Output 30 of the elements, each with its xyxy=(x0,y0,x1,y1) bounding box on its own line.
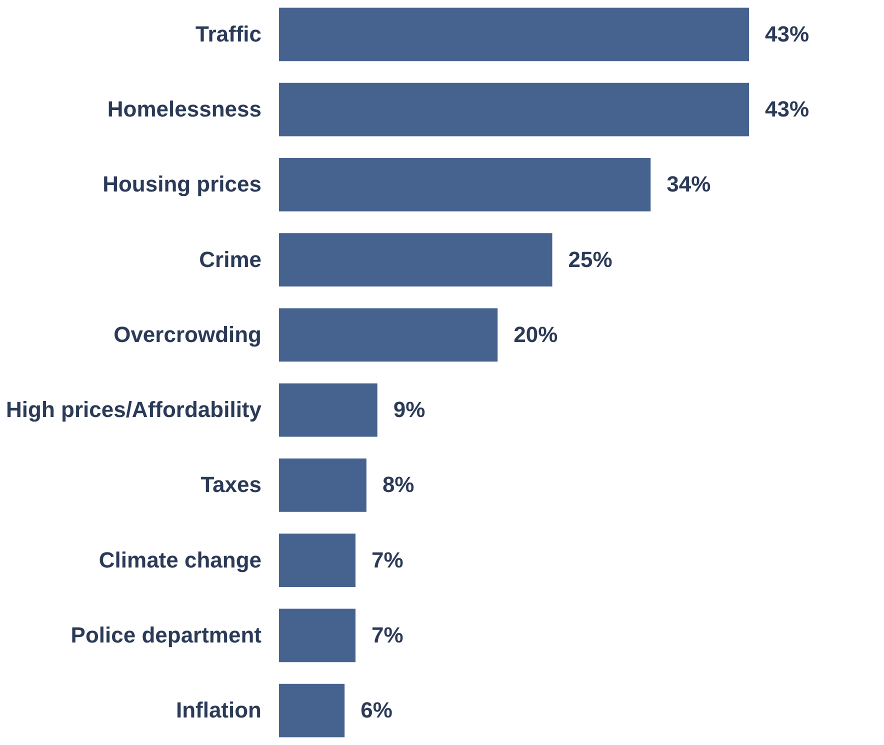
bar xyxy=(279,684,345,738)
data-label: 6% xyxy=(360,698,392,723)
y-tick-label: Taxes xyxy=(200,472,262,498)
data-label: 34% xyxy=(666,172,711,197)
bar xyxy=(279,534,356,587)
data-label: 43% xyxy=(765,96,810,122)
y-tick-label: High prices/Affordability xyxy=(6,397,262,422)
bar xyxy=(279,8,749,62)
bar xyxy=(279,158,651,212)
y-tick-label: Police department xyxy=(70,622,262,648)
data-label: 7% xyxy=(372,547,404,572)
y-tick-label: Crime xyxy=(199,246,262,272)
y-tick-label: Inflation xyxy=(176,698,262,723)
data-label: 8% xyxy=(382,472,414,498)
bar xyxy=(279,233,552,286)
y-tick-label: Climate change xyxy=(98,547,262,572)
data-label: 25% xyxy=(568,246,612,272)
y-tick-label: Overcrowding xyxy=(114,322,262,347)
bar xyxy=(279,458,366,512)
data-label: 20% xyxy=(514,322,558,347)
data-label: 7% xyxy=(372,622,404,648)
bar xyxy=(279,308,498,362)
bar xyxy=(279,82,749,136)
data-label: 9% xyxy=(393,397,426,422)
bar xyxy=(279,383,378,437)
y-tick-label: Homelessness xyxy=(107,96,262,122)
bar xyxy=(279,608,356,662)
data-label: 43% xyxy=(765,21,810,46)
y-tick-label: Traffic xyxy=(195,21,262,46)
y-tick-label: Housing prices xyxy=(102,172,262,197)
